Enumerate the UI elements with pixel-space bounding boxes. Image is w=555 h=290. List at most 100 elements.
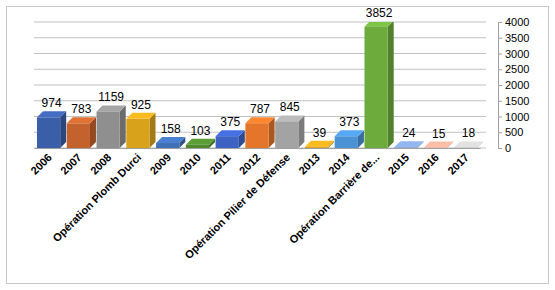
y-tick: 500 xyxy=(498,126,523,138)
bar-group xyxy=(305,141,334,148)
x-tick: Opération Barrière de... xyxy=(287,148,382,246)
y-tick-mark xyxy=(498,38,502,39)
data-label: 103 xyxy=(190,124,210,138)
y-axis-line xyxy=(499,23,503,149)
y-tick-mark xyxy=(498,148,502,149)
bar xyxy=(275,121,298,148)
x-tick-label: 2009 xyxy=(147,151,173,177)
x-axis: 200620072008Opération Plomb Durci2009201… xyxy=(28,148,480,261)
x-tick-label: 2007 xyxy=(58,151,84,177)
x-tick: 2013 xyxy=(296,148,322,177)
data-label: 158 xyxy=(161,122,181,136)
x-tick-label: 2011 xyxy=(207,151,232,176)
x-tick-label: Opération Pilier de Défense xyxy=(182,151,292,261)
bar-top xyxy=(305,141,334,147)
bar-group xyxy=(97,105,126,148)
bar xyxy=(156,143,179,148)
x-tick-label: 2008 xyxy=(88,151,114,177)
bar-top xyxy=(216,130,245,136)
y-tick-mark xyxy=(498,132,502,133)
y-tick-label: 2500 xyxy=(505,63,529,75)
x-tick-label: 2006 xyxy=(28,151,54,177)
bar-group xyxy=(126,113,155,148)
data-label: 3852 xyxy=(366,6,393,20)
y-tick-label: 3000 xyxy=(505,48,529,60)
bar xyxy=(335,136,358,148)
x-tick: 2012 xyxy=(237,148,263,177)
data-label: 925 xyxy=(131,98,151,112)
y-tick-mark xyxy=(498,117,502,118)
y-tick-label: 4000 xyxy=(505,16,529,28)
data-label: 373 xyxy=(339,115,359,129)
chart: 200620072008Opération Plomb Durci2009201… xyxy=(0,0,555,290)
x-tick: 2010 xyxy=(177,148,203,177)
x-tick: 2014 xyxy=(326,148,352,177)
bar-side xyxy=(388,22,394,148)
y-axis: 05001000150020002500300035004000 xyxy=(498,16,529,154)
bar-group xyxy=(364,22,393,148)
y-tick: 4000 xyxy=(498,16,529,28)
y-tick-mark xyxy=(498,101,502,102)
x-tick-label: 2013 xyxy=(296,151,322,177)
bar-side xyxy=(60,111,66,148)
x-tick-label: Opération Plomb Durci xyxy=(50,151,143,244)
bar-top xyxy=(275,115,304,121)
y-tick-mark xyxy=(498,54,502,55)
x-tick-label: 2012 xyxy=(237,151,263,177)
data-label: 39 xyxy=(313,126,327,140)
y-tick-label: 500 xyxy=(505,126,523,138)
bar-top xyxy=(245,117,274,123)
x-tick: 2006 xyxy=(28,148,54,177)
y-tick: 1000 xyxy=(498,111,529,123)
bar-top xyxy=(364,22,393,27)
data-labels: 9747831159925158103375787845393733852241… xyxy=(42,6,476,141)
bar-group xyxy=(216,130,245,148)
grid-line xyxy=(34,37,486,38)
bar xyxy=(67,123,90,148)
x-tick-label: 2016 xyxy=(415,151,441,177)
x-tick: Opération Pilier de Défense xyxy=(182,148,292,261)
bar xyxy=(216,136,239,148)
bar-group xyxy=(37,111,66,148)
x-tick: 2015 xyxy=(386,148,412,177)
grid-line xyxy=(34,85,486,86)
y-tick: 2500 xyxy=(498,63,529,75)
y-tick: 3500 xyxy=(498,32,529,44)
y-tick-mark xyxy=(498,22,502,23)
bar xyxy=(245,123,268,148)
bar xyxy=(37,117,60,148)
bar-group xyxy=(335,130,364,148)
grid-line xyxy=(34,69,486,70)
data-label: 15 xyxy=(432,127,446,141)
x-tick-label: 2017 xyxy=(445,151,471,177)
bar-group xyxy=(275,115,304,148)
y-tick: 3000 xyxy=(498,48,529,60)
y-tick: 1500 xyxy=(498,95,529,107)
x-tick-label: Opération Barrière de... xyxy=(287,151,382,246)
bar-top xyxy=(394,141,423,147)
y-tick: 0 xyxy=(498,142,511,154)
x-tick: 2009 xyxy=(147,148,173,177)
data-label: 974 xyxy=(42,96,62,110)
x-tick: Opération Plomb Durci xyxy=(50,148,143,244)
x-tick-label: 2015 xyxy=(386,151,412,177)
bar-group xyxy=(186,139,215,148)
bar xyxy=(186,145,209,148)
bars xyxy=(37,22,483,148)
bar-top xyxy=(156,137,185,143)
bar xyxy=(305,147,328,148)
grid-line xyxy=(34,53,486,54)
bar-top xyxy=(126,113,155,119)
data-label: 18 xyxy=(462,126,476,140)
y-tick-mark xyxy=(498,85,502,86)
x-axis-line xyxy=(35,148,481,149)
y-tick-label: 3500 xyxy=(505,32,529,44)
x-tick: 2016 xyxy=(415,148,441,177)
bar-group xyxy=(394,141,423,148)
bar-top xyxy=(37,111,66,117)
x-tick-label: 2010 xyxy=(177,151,203,177)
y-tick-label: 1000 xyxy=(505,111,529,123)
bar-top xyxy=(67,117,96,123)
grid xyxy=(34,22,486,148)
bar-top xyxy=(424,142,453,148)
